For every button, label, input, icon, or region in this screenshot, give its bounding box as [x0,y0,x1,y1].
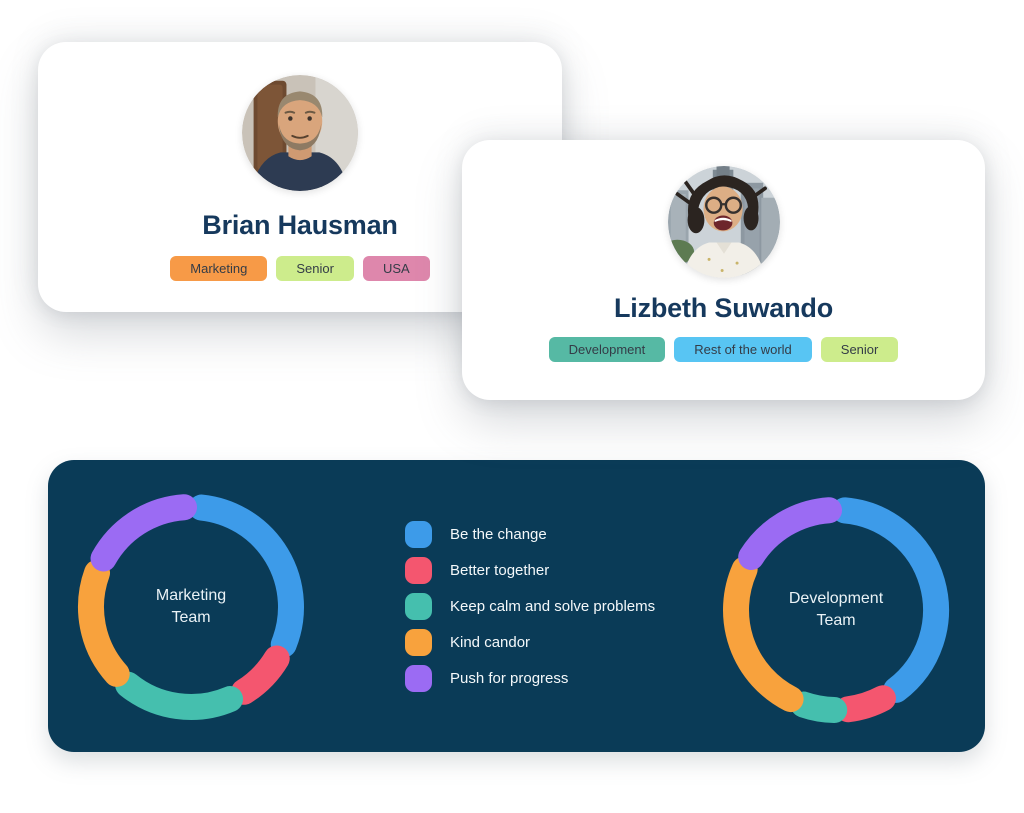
donut-center-label: Marketing Team [71,487,311,727]
donut-segment-be-the-change [188,494,304,658]
donut-segment-push-for-progress [90,494,198,572]
tag-development[interactable]: Development [548,337,666,362]
legend-item-keep-calm-and-solve-problems: Keep calm and solve problems [405,593,655,620]
legend-swatch-teal [405,593,432,620]
donut-segment-keep-calm-and-solve-problems [115,671,244,720]
donut-segments [723,497,949,723]
man-with-beard-portrait-illustration [242,75,358,191]
tag-row: Marketing Senior USA [38,256,562,281]
legend-item-be-the-change: Be the change [405,521,655,548]
donut-title-line: Development [788,590,884,608]
legend-label: Better together [450,562,550,579]
donut-segment-keep-calm-and-solve-problems [790,691,848,723]
donut-title-line: Marketing [155,587,227,605]
legend-item-kind-candor: Kind candor [405,629,655,656]
donut-segment-better-together [230,645,290,705]
tag-rest-of-the-world[interactable]: Rest of the world [674,337,812,362]
development-team-donut-chart: Development Team [716,490,956,730]
donut-segment-push-for-progress [738,497,843,571]
legend-swatch-pink [405,557,432,584]
donut-segment-be-the-change [831,497,949,703]
legend-label: Be the change [450,526,547,543]
member-name: Brian Hausman [202,210,398,240]
tag-row: Development Rest of the world Senior [462,337,985,362]
legend-label: Keep calm and solve problems [450,598,656,615]
legend: Be the change Better together Keep calm an… [405,521,655,692]
member-name: Lizbeth Suwando [614,293,833,323]
tag-marketing[interactable]: Marketing [170,256,268,281]
legend-swatch-blue [405,521,432,548]
legend-item-better-together: Better together [405,557,655,584]
legend-swatch-purple [405,665,432,692]
teams-values-panel: Marketing Team Be the change Better togeth… [48,460,985,752]
tag-senior[interactable]: Senior [276,256,354,281]
avatar-brian [242,75,358,191]
profile-card-lizbeth[interactable]: Lizbeth Suwando Development Rest of the w… [462,140,985,400]
donut-segment-kind-candor [723,556,804,713]
avatar-lizbeth [668,166,780,278]
donut-segments [78,494,304,720]
marketing-team-donut-chart: Marketing Team [71,487,311,727]
donut-title-line: Team [171,609,211,626]
tag-senior[interactable]: Senior [820,337,899,362]
laughing-woman-city-portrait-illustration [668,166,780,278]
legend-label: Push for progress [450,670,569,687]
donut-segment-better-together [835,685,896,723]
donut-center-label: Development Team [716,490,956,730]
legend-label: Kind candor [450,634,531,651]
legend-item-push-for-progress: Push for progress [405,665,655,692]
donut-title-line: Team [816,612,856,629]
legend-swatch-orange [405,629,432,656]
donut-segment-kind-candor [78,559,130,687]
tag-usa[interactable]: USA [362,256,430,281]
